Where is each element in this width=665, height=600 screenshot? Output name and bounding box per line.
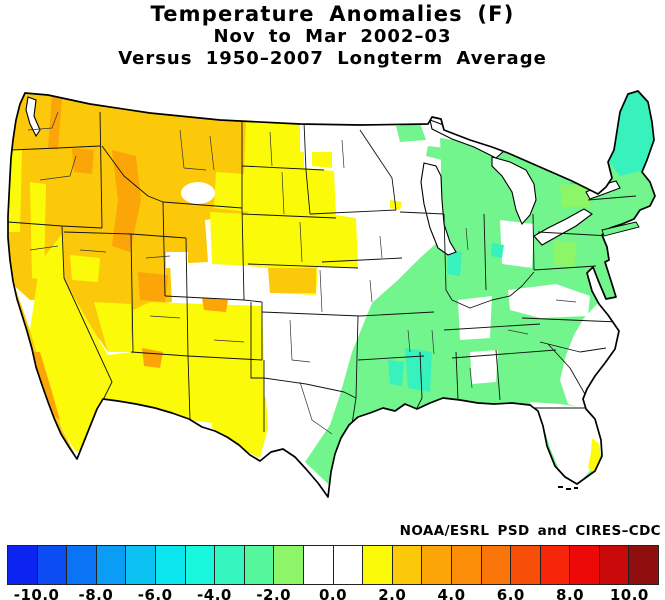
colorbar-tick-label: 6.0 <box>496 586 525 600</box>
puget-sound <box>25 96 41 138</box>
figure-subtitle-period: Nov to Mar 2002–03 <box>213 26 452 47</box>
colorbar-tick-label: -2.0 <box>256 586 292 600</box>
colorbar-cell <box>450 546 481 584</box>
region-ohio-turquoise <box>491 243 504 258</box>
colorbar-tick-label: -8.0 <box>78 586 114 600</box>
colorbar-cell <box>184 546 215 584</box>
region-bigbend-yellow <box>210 382 268 458</box>
region-cascades-orange <box>48 96 62 150</box>
colorbar-ticks: -10.0 -8.0 -6.0 -4.0 -2.0 0.0 2.0 4.0 6.0 8.0 10.0 <box>7 586 659 600</box>
figure-title: Temperature Anomalies (F) <box>150 2 515 26</box>
colorbar-cell <box>95 546 126 584</box>
region-nm-north-orange <box>202 298 228 312</box>
colorbar-cell <box>125 546 155 584</box>
colorbar-tick-label: 0.0 <box>318 586 348 600</box>
lake-erie <box>533 208 593 246</box>
region-wyoming-white-spot <box>166 252 188 268</box>
region-msal-turquoise1 <box>405 348 432 392</box>
region-montana-white-spot <box>181 182 215 204</box>
region-central-oregon-yellow <box>30 182 46 280</box>
colorbar-tick-label: 4.0 <box>437 586 466 600</box>
colorbar-cell <box>332 546 363 584</box>
region-alga-white <box>470 350 498 384</box>
colorbar-cell <box>391 546 422 584</box>
colorbar-tick-label: -6.0 <box>137 586 173 600</box>
colorbar-tick-label: 8.0 <box>556 586 585 600</box>
region-indiana-turquoise <box>447 250 462 276</box>
colorbar <box>7 545 659 585</box>
colorbar-cell <box>569 546 599 584</box>
long-island <box>601 221 640 237</box>
region-wyoming-east-yellow <box>210 212 250 266</box>
region-minnesota-green1 <box>396 123 426 142</box>
region-nd-white <box>300 122 360 152</box>
region-kywv-white <box>508 284 590 318</box>
colorbar-cell <box>598 546 629 584</box>
title-block: Temperature Anomalies (F) Nov to Mar 200… <box>0 2 665 70</box>
region-kansas-north-gold <box>268 268 316 293</box>
region-secoast-white <box>560 303 618 410</box>
colorbar-cell <box>154 546 185 584</box>
region-iowa-yellow-cell <box>390 200 402 210</box>
region-pa-ygreen <box>553 240 577 268</box>
division-boundaries <box>27 111 577 435</box>
region-minnesota-green2 <box>426 146 446 160</box>
colorbar-tick-label: 10.0 <box>609 586 649 600</box>
map-fill-layers <box>8 91 655 497</box>
region-msal-turquoise2 <box>388 360 404 386</box>
colorbar-cell <box>628 546 659 584</box>
region-ny-ygreen <box>560 183 592 207</box>
region-nevada-yellow-patch <box>70 255 100 282</box>
region-nevada-utah-orange <box>138 272 168 302</box>
colorbar-tick-label: -10.0 <box>13 586 60 600</box>
colorbar-cell <box>273 546 303 584</box>
us-anomaly-map <box>7 90 656 498</box>
region-ohio-white <box>500 220 534 268</box>
region-oregon-coast-yellow <box>8 148 22 232</box>
region-california-coast-gold2 <box>14 290 74 452</box>
state-boundaries <box>8 111 637 432</box>
colorbar-cell <box>510 546 540 584</box>
attribution-text: NOAA/ESRL PSD and CIRES–CDC <box>399 523 661 539</box>
colorbar-cell <box>243 546 274 584</box>
region-idaho-orange <box>112 150 141 252</box>
region-neoregon-orange <box>72 148 94 174</box>
colorbar-cell <box>36 546 67 584</box>
colorbar-tick-label: -4.0 <box>197 586 232 600</box>
region-socal-orange <box>32 352 60 420</box>
figure-subtitle-baseline: Versus 1950–2007 Longterm Average <box>118 48 547 69</box>
region-snevada-yellow <box>94 302 131 352</box>
colorbar-cell <box>539 546 570 584</box>
region-tnky-white <box>458 296 492 340</box>
colorbar-cell <box>66 546 96 584</box>
colorbar-cell <box>302 546 333 584</box>
colorbar-cell <box>8 546 37 584</box>
colorbar-cell <box>480 546 511 584</box>
colorbar-tick-label: 2.0 <box>378 586 407 600</box>
colorbar-cell <box>421 546 451 584</box>
florida-keys <box>558 486 578 490</box>
region-vtnh-turquoise <box>583 148 608 184</box>
us-outline <box>7 90 656 498</box>
colorbar-cell <box>214 546 244 584</box>
lake-michigan <box>420 162 457 256</box>
region-florida-white <box>530 402 602 484</box>
colorbar-cell <box>362 546 392 584</box>
lake-huron <box>491 156 537 226</box>
